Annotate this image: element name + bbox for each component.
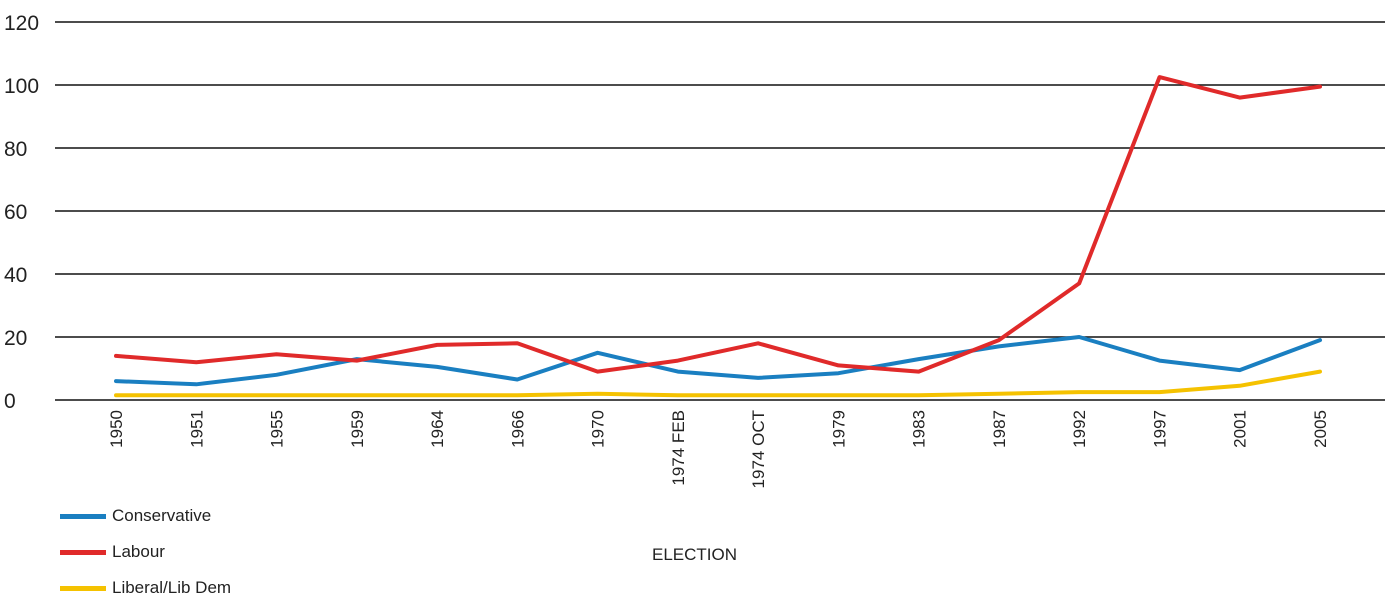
legend-swatch [60, 549, 106, 555]
x-tick-label: 1959 [348, 410, 367, 448]
legend-label: Labour [112, 542, 165, 561]
legend-swatch [60, 513, 106, 519]
series-line-labour [114, 75, 1322, 374]
legend-label: Conservative [112, 506, 212, 525]
y-tick-label: 80 [4, 138, 27, 161]
series-lines [114, 75, 1322, 398]
x-tick-label: 1987 [990, 410, 1009, 448]
x-tick-label: 1951 [187, 410, 206, 448]
x-tick-label: 1950 [107, 410, 126, 448]
series-line-liberal-lib-dem [114, 369, 1322, 398]
x-tick-label: 1983 [910, 410, 929, 448]
legend-item: Liberal/Lib Dem [60, 570, 231, 606]
x-tick-label: 2005 [1311, 410, 1330, 448]
y-axis-ticks: 0 20 40 60 80 100 120 [4, 12, 39, 413]
y-tick-label: 120 [4, 12, 39, 35]
legend-label: Liberal/Lib Dem [112, 578, 232, 597]
y-tick-label: 0 [4, 390, 16, 413]
legend-item: Conservative [60, 498, 231, 534]
y-tick-label: 40 [4, 264, 27, 287]
x-axis-title: ELECTION [652, 545, 738, 564]
x-tick-label: 1974 OCT [749, 410, 768, 488]
x-tick-label: 1992 [1070, 410, 1089, 448]
y-tick-label: 60 [4, 201, 27, 224]
legend-swatch [60, 585, 106, 591]
x-tick-label: 1970 [589, 410, 608, 448]
gridlines [55, 21, 1385, 401]
y-tick-label: 20 [4, 327, 27, 350]
x-tick-label: 1964 [428, 410, 447, 448]
legend-item: Labour [60, 534, 231, 570]
legend: Conservative Labour Liberal/Lib Dem [60, 498, 231, 606]
x-axis-ticks: 1950 1951 1955 1959 1964 1966 1970 1974 FEB 1974… [107, 410, 1330, 488]
x-tick-label: 1979 [829, 410, 848, 448]
series-line-conservative [114, 335, 1322, 387]
y-tick-label: 100 [4, 75, 39, 98]
x-tick-label: 1974 FEB [669, 410, 688, 486]
x-tick-label: 1997 [1150, 410, 1169, 448]
x-tick-label: 1955 [268, 410, 287, 448]
x-tick-label: 1966 [508, 410, 527, 448]
x-tick-label: 2001 [1231, 410, 1250, 448]
